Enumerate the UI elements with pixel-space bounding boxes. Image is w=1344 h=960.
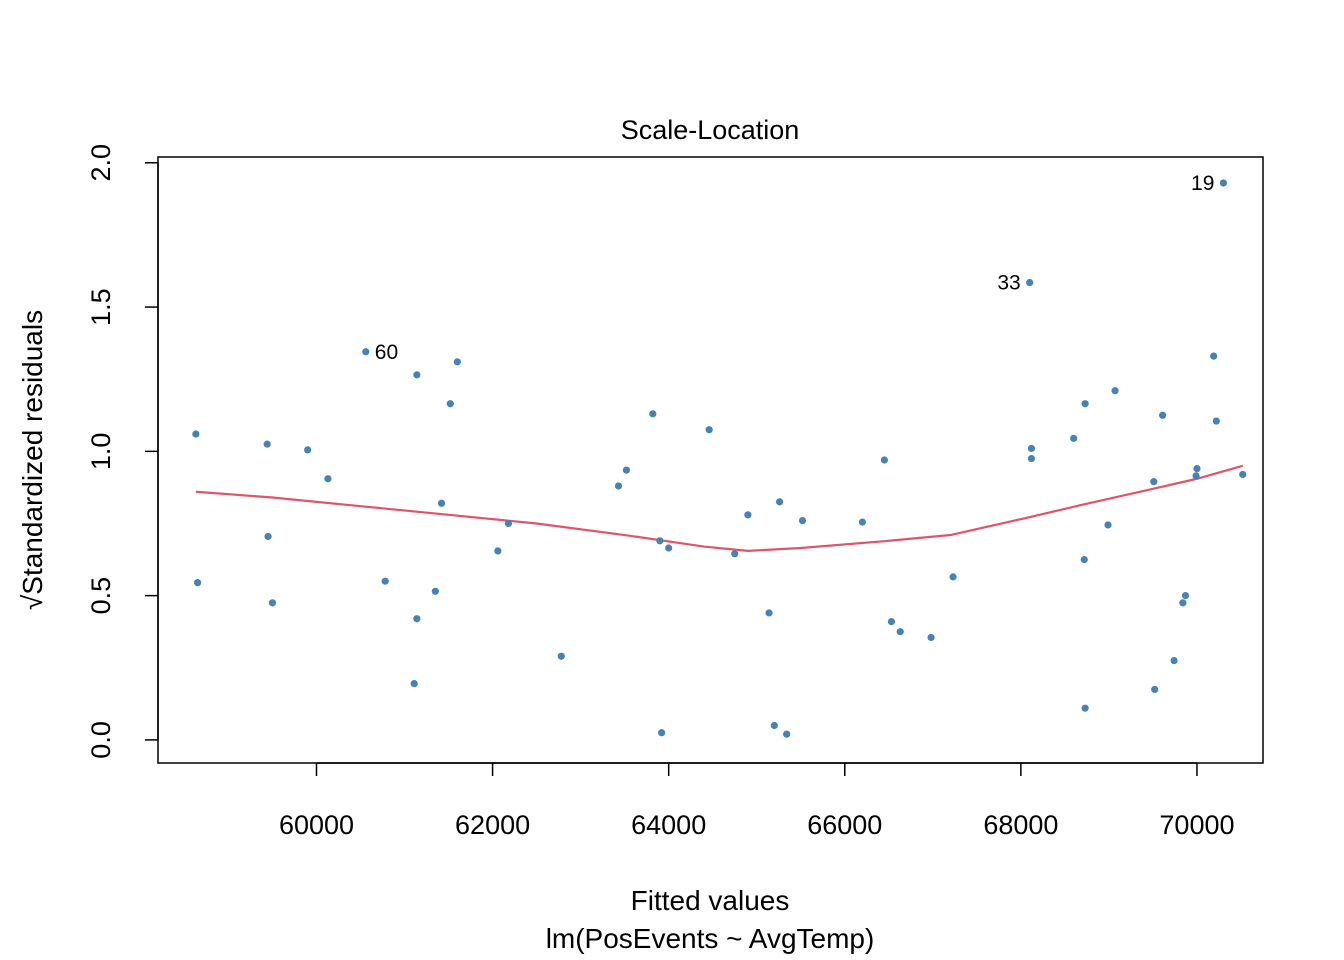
y-tick-label: 1.5	[86, 288, 116, 326]
data-point	[1026, 278, 1034, 287]
data-point	[783, 730, 791, 738]
data-point	[1027, 454, 1036, 463]
y-tick-label: 2.0	[86, 144, 116, 182]
data-point	[437, 499, 446, 507]
data-point	[413, 615, 421, 623]
data-point	[1192, 472, 1200, 480]
y-axis-label-text: Standardized residuals	[17, 310, 48, 595]
data-point	[656, 537, 664, 545]
x-tick-label: 66000	[807, 810, 882, 840]
y-tick-label: 1.0	[86, 433, 116, 471]
plot-frame	[157, 156, 1264, 764]
data-point	[1210, 352, 1218, 360]
data-point	[557, 652, 565, 660]
data-point	[453, 358, 461, 366]
x-axis-sublabel: lm(PosEvents ~ AvgTemp)	[546, 923, 875, 954]
y-axis: 0.0 0.5 1.0 1.5 2.0	[86, 144, 159, 759]
data-point	[494, 547, 502, 555]
data-point	[622, 466, 631, 474]
data-point	[1151, 685, 1159, 694]
y-axis-label-group: √Standardized residuals	[17, 310, 48, 610]
x-tick-label: 62000	[455, 810, 530, 840]
data-point	[381, 577, 389, 585]
data-point	[731, 550, 739, 558]
data-point	[880, 456, 888, 464]
data-point	[304, 446, 312, 454]
data-point	[194, 579, 202, 587]
data-point	[268, 599, 277, 607]
data-point	[362, 348, 370, 356]
data-point	[649, 410, 657, 418]
point-label: 33	[997, 272, 1020, 295]
data-point	[896, 628, 904, 636]
data-point	[614, 482, 623, 490]
data-point	[887, 618, 896, 626]
data-point	[324, 475, 332, 483]
data-point	[1080, 555, 1088, 564]
data-point	[798, 517, 807, 525]
data-point	[927, 633, 935, 642]
data-point	[949, 573, 957, 581]
data-point	[665, 544, 673, 552]
data-point	[504, 519, 513, 528]
data-point	[1081, 704, 1089, 712]
y-tick-label: 0.0	[86, 721, 116, 759]
data-point	[1104, 521, 1112, 529]
data-point	[1181, 592, 1190, 600]
data-point	[1111, 387, 1119, 395]
point-labels: 60 33 19	[375, 172, 1215, 364]
data-point	[1027, 444, 1036, 453]
point-label: 60	[375, 341, 398, 364]
data-point	[1159, 411, 1167, 419]
data-point	[1150, 478, 1158, 486]
data-points	[192, 179, 1247, 738]
data-point	[765, 609, 773, 617]
x-tick-label: 60000	[279, 810, 354, 840]
x-axis-label: Fitted values	[631, 885, 790, 916]
data-point	[1212, 417, 1220, 425]
data-point	[858, 518, 866, 526]
data-point	[776, 498, 784, 506]
y-axis-label: √Standardized residuals	[17, 310, 48, 610]
data-point	[1193, 465, 1201, 473]
chart-title: Scale-Location	[621, 115, 800, 145]
x-tick-label: 68000	[983, 810, 1058, 840]
data-point	[770, 721, 778, 730]
sqrt-symbol: √	[17, 594, 48, 610]
data-point	[1170, 656, 1178, 665]
data-point	[1219, 179, 1227, 187]
smoother-line	[195, 464, 1244, 553]
data-point	[1239, 470, 1247, 479]
data-point	[413, 371, 421, 379]
point-label: 19	[1191, 172, 1214, 195]
data-point	[744, 511, 752, 519]
data-point	[1179, 599, 1187, 607]
data-point	[431, 587, 439, 595]
data-point	[192, 430, 200, 438]
data-point	[658, 729, 666, 737]
data-point	[1081, 400, 1089, 408]
x-axis: 60000 62000 64000 66000 68000 70000	[279, 762, 1235, 840]
x-tick-label: 64000	[631, 810, 706, 840]
x-tick-label: 70000	[1159, 810, 1234, 840]
data-point	[446, 400, 454, 408]
data-point	[264, 532, 272, 541]
data-point	[1070, 434, 1078, 442]
data-point	[705, 426, 713, 434]
y-tick-label: 0.5	[86, 577, 116, 615]
data-point	[410, 680, 418, 688]
data-point	[263, 440, 271, 448]
